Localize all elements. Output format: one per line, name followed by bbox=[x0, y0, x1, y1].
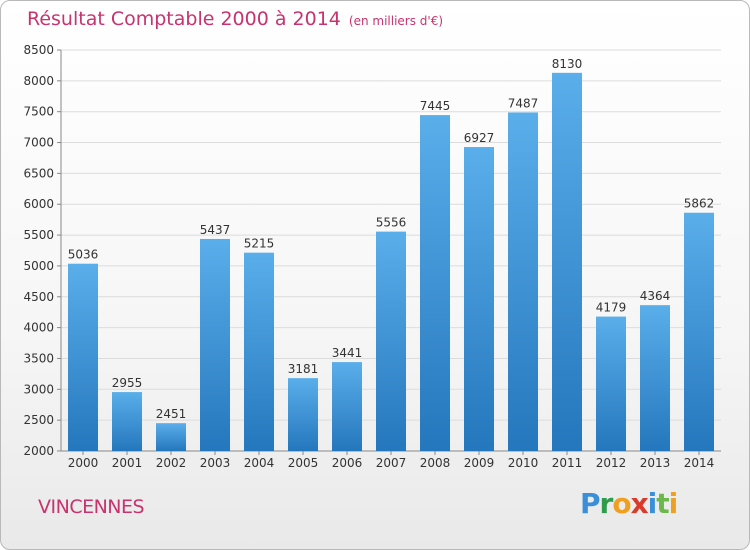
logo-letter: i bbox=[647, 487, 658, 520]
bar bbox=[508, 112, 538, 451]
bar bbox=[376, 231, 406, 451]
logo-letter: r bbox=[599, 487, 614, 520]
x-tick-label: 2011 bbox=[552, 456, 583, 470]
x-tick-label: 2007 bbox=[376, 456, 407, 470]
y-tick-label: 7000 bbox=[23, 136, 54, 150]
bar-value-label: 7487 bbox=[508, 96, 539, 110]
bar-value-label: 5437 bbox=[200, 223, 231, 237]
bar-value-label: 5862 bbox=[684, 197, 715, 211]
y-tick-label: 4000 bbox=[23, 321, 54, 335]
y-tick-label: 8000 bbox=[23, 74, 54, 88]
bar bbox=[200, 238, 230, 451]
logo-letter: i bbox=[668, 487, 679, 520]
bar-value-label: 5036 bbox=[68, 248, 99, 262]
y-tick-label: 5000 bbox=[23, 259, 54, 273]
labels: 2000 2500 3000 3500 4000 4500 5000 5500 6000 6500… bbox=[23, 43, 714, 470]
logo-letter: o bbox=[612, 487, 631, 520]
bar-value-label: 6927 bbox=[464, 131, 495, 145]
bar bbox=[640, 305, 670, 451]
bar-value-label: 5215 bbox=[244, 237, 275, 251]
x-tick-label: 2004 bbox=[244, 456, 275, 470]
bar bbox=[420, 115, 450, 451]
bar-value-label: 7445 bbox=[420, 99, 451, 113]
y-tick-label: 2000 bbox=[23, 444, 54, 458]
city-name: VINCENNES bbox=[38, 496, 145, 518]
y-tick-label: 7500 bbox=[23, 105, 54, 119]
bar-value-label: 8130 bbox=[552, 57, 583, 71]
y-tick-label: 2500 bbox=[23, 413, 54, 427]
bar-value-label: 4179 bbox=[596, 301, 627, 315]
bar-value-label: 3181 bbox=[288, 362, 319, 376]
x-tick-label: 2006 bbox=[332, 456, 363, 470]
bar bbox=[68, 263, 98, 451]
bar bbox=[464, 147, 494, 452]
x-tick-label: 2013 bbox=[640, 456, 671, 470]
x-tick-label: 2003 bbox=[200, 456, 231, 470]
bar-value-label: 4364 bbox=[640, 289, 671, 303]
y-tick-label: 3000 bbox=[23, 382, 54, 396]
bar-value-label: 3441 bbox=[332, 346, 363, 360]
chart-title-text: Résultat Comptable 2000 à 2014 bbox=[27, 8, 341, 30]
y-tick-label: 3500 bbox=[23, 351, 54, 365]
x-tick-label: 2008 bbox=[420, 456, 451, 470]
bar-value-label: 2451 bbox=[156, 407, 187, 421]
y-tick-label: 8500 bbox=[23, 43, 54, 57]
bar-value-label: 2955 bbox=[112, 376, 143, 390]
bar bbox=[552, 72, 582, 451]
x-tick-label: 2009 bbox=[464, 456, 495, 470]
chart-title: Résultat Comptable 2000 à 2014 (en millie… bbox=[27, 8, 443, 30]
x-tick-label: 2012 bbox=[596, 456, 627, 470]
logo-letter: P bbox=[580, 487, 601, 520]
chart-unit: (en milliers d'€) bbox=[348, 14, 444, 28]
y-tick-label: 4500 bbox=[23, 290, 54, 304]
x-tick-label: 2000 bbox=[68, 456, 99, 470]
bar bbox=[684, 212, 714, 451]
proxiti-logo: Proxiti bbox=[580, 487, 679, 520]
x-tick-label: 2002 bbox=[156, 456, 187, 470]
bar bbox=[112, 392, 142, 451]
bar bbox=[244, 252, 274, 451]
x-tick-label: 2014 bbox=[684, 456, 715, 470]
bars bbox=[68, 72, 714, 452]
bar bbox=[332, 362, 362, 451]
bar bbox=[596, 316, 626, 451]
logo-letter: t bbox=[656, 487, 669, 520]
bar-value-label: 5556 bbox=[376, 216, 407, 230]
x-tick-label: 2005 bbox=[288, 456, 319, 470]
y-tick-label: 6500 bbox=[23, 166, 54, 180]
y-tick-label: 6000 bbox=[23, 197, 54, 211]
logo-letter: x bbox=[630, 487, 649, 520]
x-tick-label: 2001 bbox=[112, 456, 143, 470]
x-tick-label: 2010 bbox=[508, 456, 539, 470]
bar bbox=[288, 378, 318, 451]
bar bbox=[156, 423, 186, 451]
y-tick-label: 5500 bbox=[23, 228, 54, 242]
